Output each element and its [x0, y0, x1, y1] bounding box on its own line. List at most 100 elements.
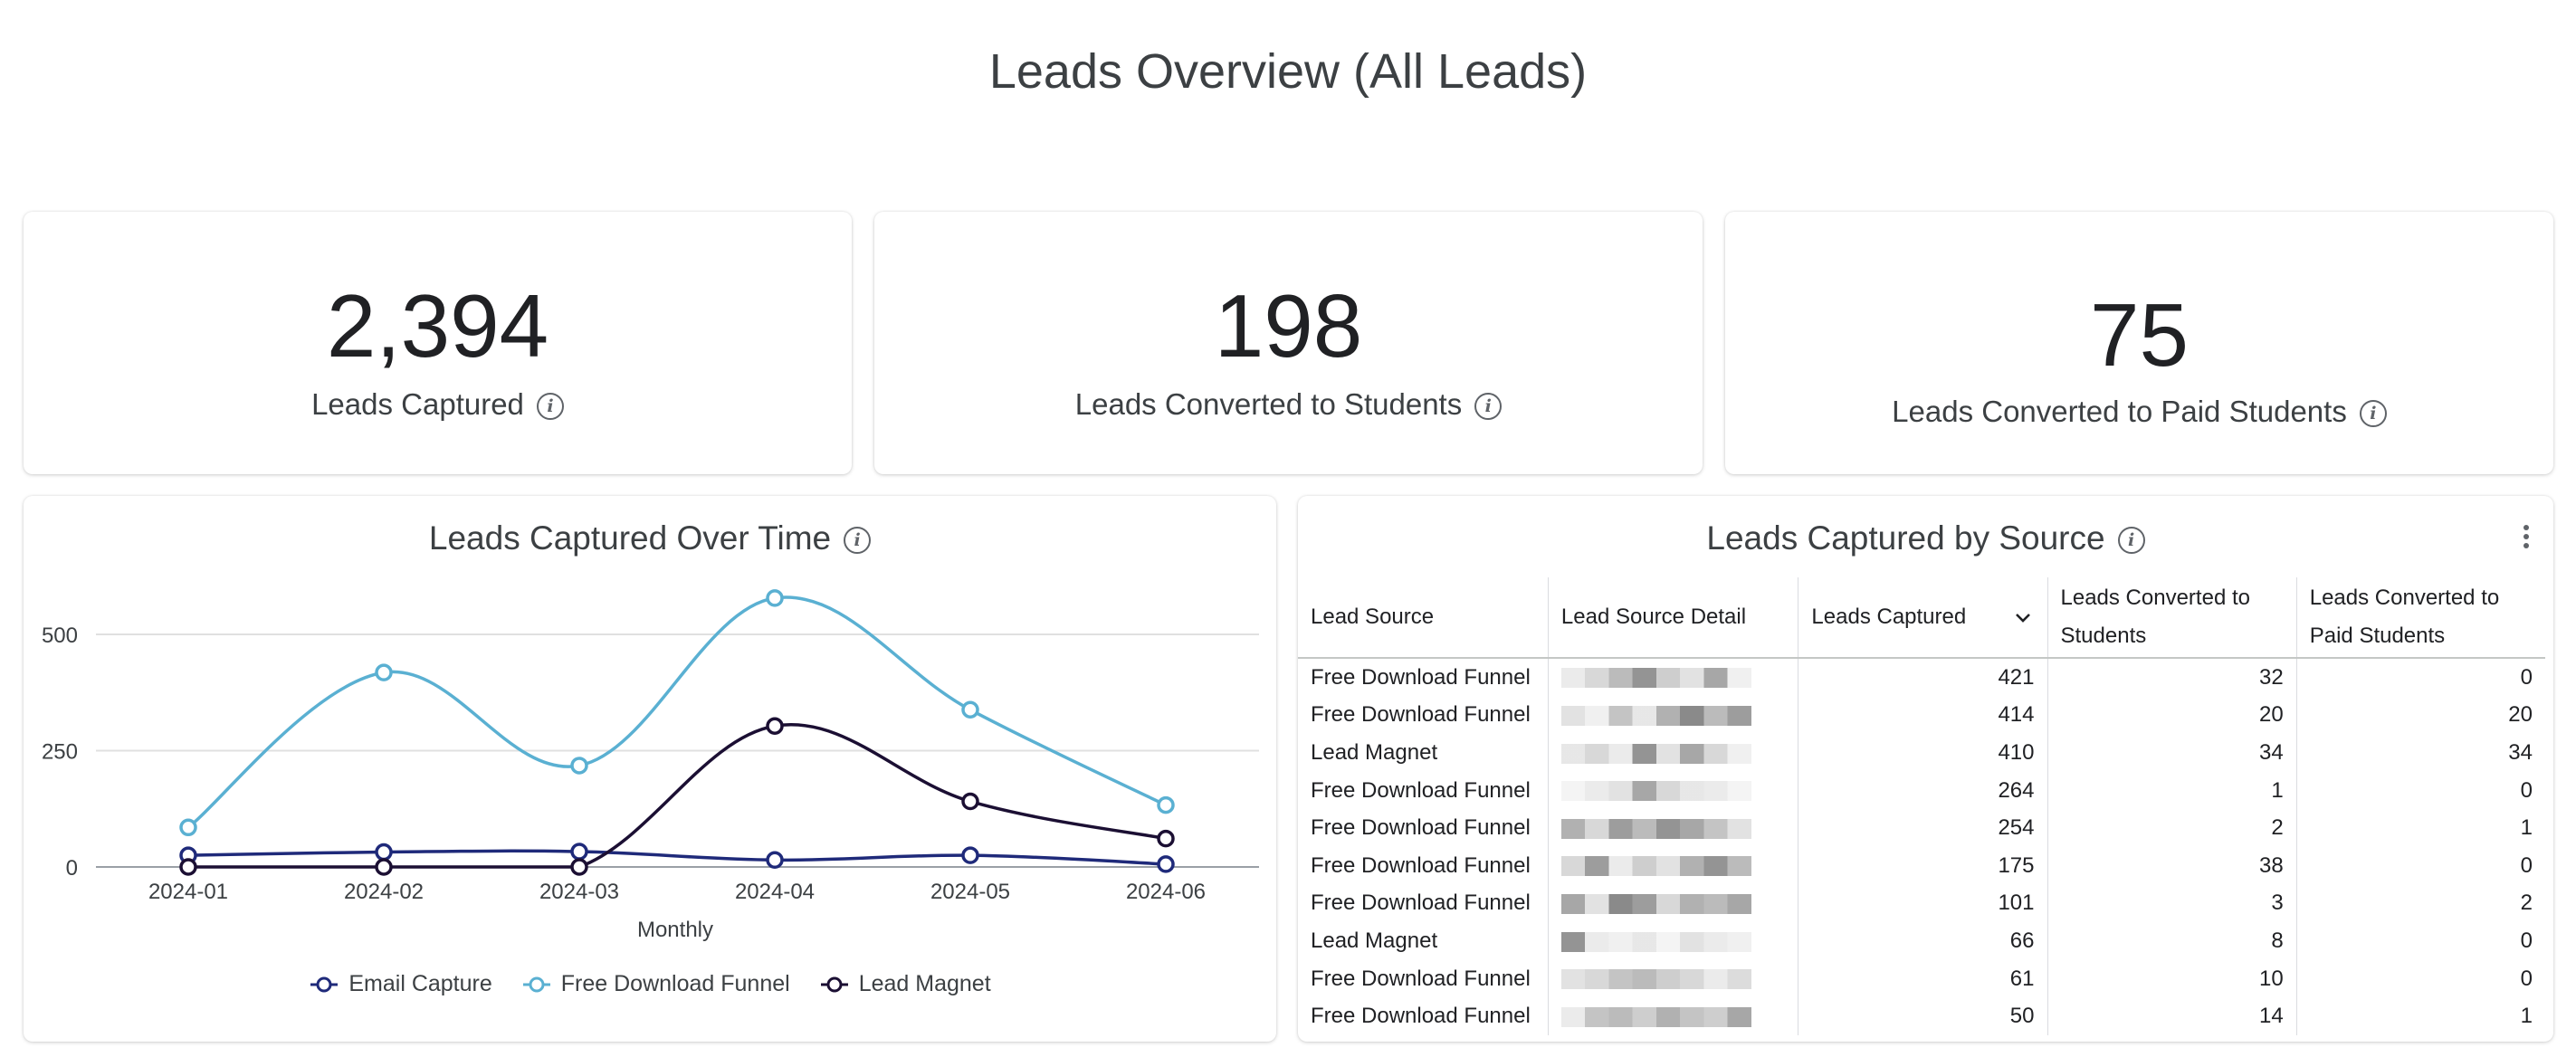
chart-legend: Email Capture Free Download Funnel Lead Ma… [24, 971, 1276, 1000]
cell-lead-source-detail [1547, 771, 1798, 810]
kpi-value: 2,394 [326, 276, 549, 376]
x-tick-label: 2024-01 [148, 880, 228, 904]
legend-marker-icon [522, 976, 550, 992]
line-chart[interactable]: 0 250 500 2024-01 2024-02 2024-03 2024-04 2024-… [24, 496, 1276, 1042]
data-point [766, 851, 784, 870]
table-row[interactable]: Free Download Funnel 414 20 20 [1298, 696, 2545, 735]
info-icon[interactable]: i [2117, 527, 2145, 555]
more-options-icon[interactable] [2523, 521, 2530, 552]
cell-converted-students: 1 [2046, 771, 2297, 810]
column-header-leads-captured[interactable]: Leads Captured [1798, 577, 2047, 659]
column-header-lead-source[interactable]: Lead Source [1298, 577, 1549, 659]
cell-leads-captured: 410 [1798, 734, 2047, 772]
table-row[interactable]: Free Download Funnel 50 14 1 [1298, 997, 2545, 1035]
redacted-detail [1560, 668, 1751, 689]
info-icon[interactable]: i [1474, 393, 1503, 421]
column-header-converted-students[interactable]: Leads Converted to Students [2046, 577, 2297, 659]
data-point [570, 858, 588, 876]
legend-item[interactable]: Free Download Funnel [521, 971, 790, 997]
x-tick-label: 2024-02 [344, 880, 424, 904]
info-icon[interactable]: i [536, 393, 564, 421]
x-tick-label: 2024-04 [735, 880, 815, 904]
table-row[interactable]: Free Download Funnel 264 1 0 [1298, 771, 2545, 810]
series-line [187, 849, 1167, 866]
table-row[interactable]: Free Download Funnel 61 10 0 [1298, 959, 2545, 998]
cell-converted-paid: 0 [2295, 959, 2545, 998]
cell-lead-source-detail [1547, 922, 1798, 960]
table-row[interactable]: Free Download Funnel 254 2 1 [1298, 809, 2545, 847]
x-axis-label: Monthly [637, 918, 713, 942]
line-chart-panel: Leads Captured Over Time i 0 250 500 2024-01… [24, 496, 1276, 1042]
cell-lead-source: Free Download Funnel [1311, 702, 1531, 728]
redacted-detail [1560, 1006, 1751, 1027]
data-point [961, 700, 979, 719]
kpi-label: Leads Converted to Students [1074, 387, 1463, 421]
line-chart-title-row: Leads Captured Over Time i [24, 519, 1276, 557]
kpi-label-row: Leads Captured i [24, 387, 852, 422]
data-point [961, 846, 979, 864]
table-row[interactable]: Free Download Funnel 175 38 0 [1298, 846, 2545, 885]
cell-converted-students: 10 [2046, 959, 2297, 998]
cell-leads-captured: 66 [1798, 922, 2047, 960]
table-row[interactable]: Free Download Funnel 421 32 0 [1298, 658, 2545, 697]
redacted-detail [1560, 931, 1751, 952]
cell-converted-students: 32 [2046, 658, 2297, 697]
cell-leads-captured: 414 [1798, 696, 2047, 735]
cell-converted-students: 3 [2046, 884, 2297, 923]
cell-lead-source-detail [1547, 809, 1798, 847]
legend-item[interactable]: Lead Magnet [819, 971, 991, 997]
cell-lead-source: Free Download Funnel [1311, 1004, 1531, 1029]
cell-leads-captured: 50 [1798, 997, 2047, 1035]
table-title-row: Leads Captured by Source i [1298, 519, 2553, 557]
cell-lead-source: Free Download Funnel [1311, 852, 1531, 878]
table-row[interactable]: Lead Magnet 66 8 0 [1298, 922, 2545, 960]
cell-lead-source: Free Download Funnel [1311, 890, 1531, 916]
data-point [179, 818, 197, 837]
table-row[interactable]: Free Download Funnel 101 3 2 [1298, 884, 2545, 923]
cell-converted-students: 34 [2046, 734, 2297, 772]
info-icon[interactable]: i [844, 527, 872, 555]
cell-converted-paid: 2 [2295, 884, 2545, 923]
sort-descending-icon[interactable] [2015, 598, 2031, 636]
table-title: Leads Captured by Source [1706, 519, 2105, 557]
kpi-label-row: Leads Converted to Students i [874, 387, 1703, 422]
cell-lead-source-detail [1547, 884, 1798, 923]
data-point [570, 757, 588, 775]
series-line [186, 595, 1167, 829]
cell-leads-captured: 264 [1798, 771, 2047, 810]
cell-leads-captured: 61 [1798, 959, 2047, 998]
page-title: Leads Overview (All Leads) [988, 44, 1588, 99]
data-point [375, 663, 393, 681]
kpi-label: Leads Converted to Paid Students [1892, 395, 2347, 428]
cell-converted-paid: 0 [2295, 771, 2545, 810]
data-point [570, 843, 588, 861]
legend-label: Lead Magnet [858, 971, 991, 996]
cell-leads-captured: 175 [1798, 846, 2047, 885]
cell-lead-source: Free Download Funnel [1311, 664, 1531, 690]
source-table: Lead Source Lead Source Detail Leads Cap… [1298, 577, 2545, 1035]
legend-label: Email Capture [348, 971, 492, 996]
redacted-detail [1560, 743, 1751, 764]
data-point [1157, 855, 1175, 873]
cell-converted-students: 8 [2046, 922, 2297, 960]
data-point [179, 858, 197, 876]
cell-converted-students: 20 [2046, 696, 2297, 735]
column-header-label: Leads Captured [1811, 605, 1967, 629]
line-chart-title: Leads Captured Over Time [428, 519, 832, 557]
cell-converted-paid: 20 [2295, 696, 2545, 735]
redacted-detail [1560, 706, 1751, 727]
data-point [1157, 795, 1175, 814]
info-icon[interactable]: i [2359, 400, 2387, 428]
cell-lead-source-detail [1547, 696, 1798, 735]
table-row[interactable]: Lead Magnet 410 34 34 [1298, 734, 2545, 772]
series-line [188, 723, 1167, 869]
column-header-lead-source-detail[interactable]: Lead Source Detail [1547, 577, 1798, 659]
legend-item[interactable]: Email Capture [309, 971, 492, 997]
kpi-card-leads-students: 198 Leads Converted to Students i [874, 212, 1703, 474]
y-tick-label: 500 [42, 624, 78, 648]
redacted-detail [1560, 969, 1751, 990]
x-tick-label: 2024-06 [1126, 880, 1206, 904]
column-header-converted-paid[interactable]: Leads Converted to Paid Students [2295, 577, 2545, 659]
cell-converted-students: 38 [2046, 846, 2297, 885]
cell-lead-source-detail [1547, 734, 1798, 772]
